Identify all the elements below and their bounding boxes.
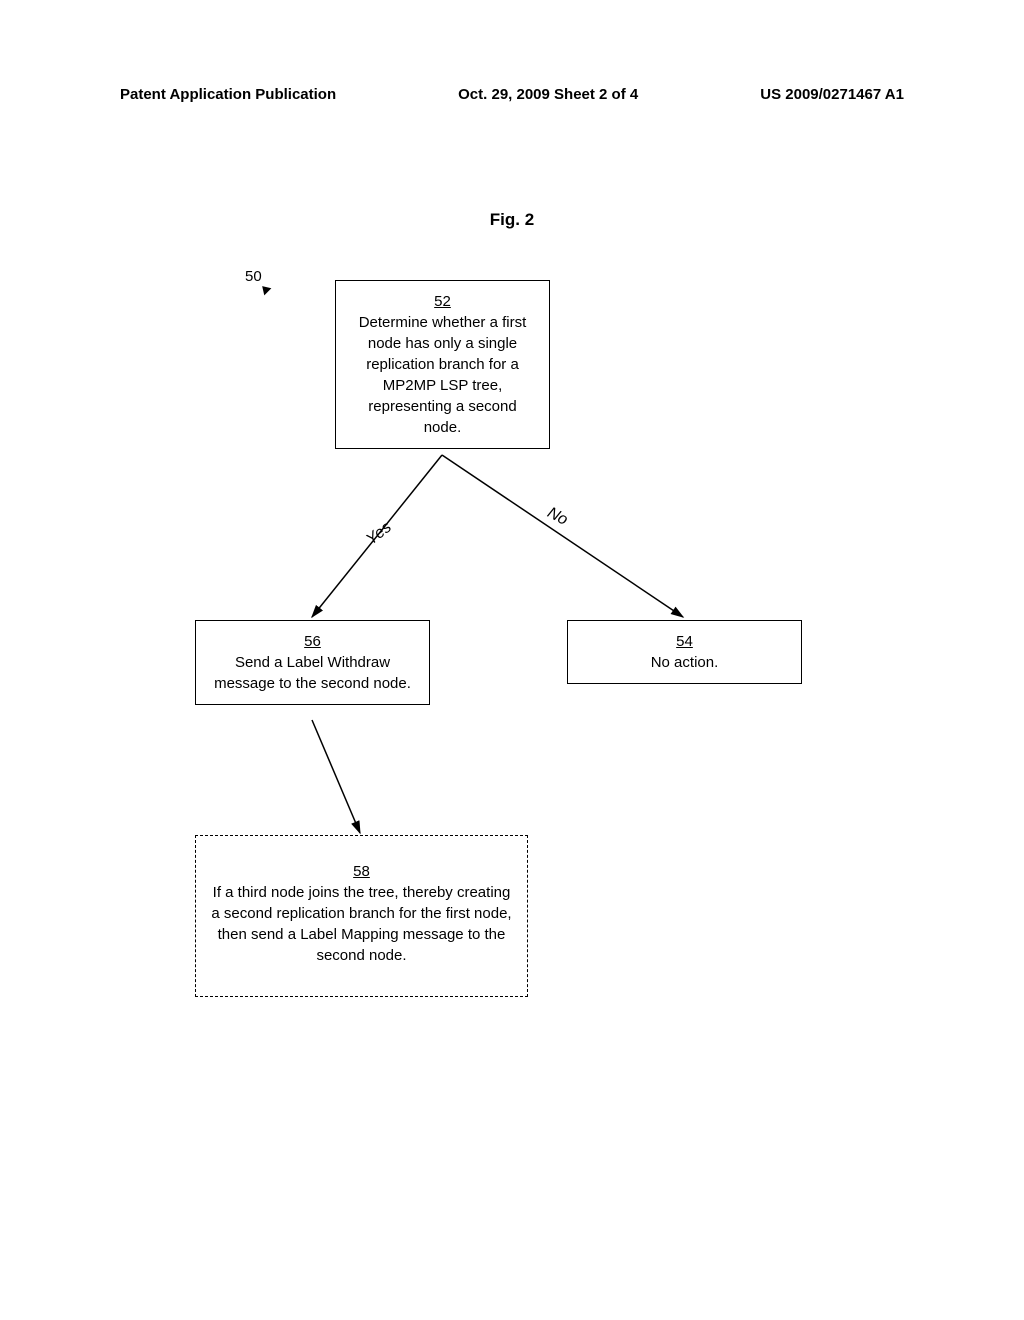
node-text: Send a Label Withdraw message to the sec… <box>211 652 414 694</box>
flowchart-node-52: 52 Determine whether a first node has on… <box>335 280 550 449</box>
page-header: Patent Application Publication Oct. 29, … <box>0 86 1024 103</box>
flowchart-node-54: 54 No action. <box>567 620 802 684</box>
node-id: 56 <box>211 631 414 652</box>
node-text: Determine whether a first node has only … <box>351 312 534 438</box>
header-left: Patent Application Publication <box>120 86 336 103</box>
edge-label-no: No <box>544 504 571 529</box>
node-text: If a third node joins the tree, thereby … <box>211 882 512 966</box>
figure-label: Fig. 2 <box>490 210 534 230</box>
header-center: Oct. 29, 2009 Sheet 2 of 4 <box>458 86 638 103</box>
diagram-number: 50 <box>245 268 262 285</box>
flowchart-node-58: 58 If a third node joins the tree, there… <box>195 835 528 997</box>
header-right: US 2009/0271467 A1 <box>760 86 904 103</box>
node-id: 58 <box>211 861 512 882</box>
node-id: 54 <box>583 631 786 652</box>
node-text: No action. <box>583 652 786 673</box>
flowchart-node-56: 56 Send a Label Withdraw message to the … <box>195 620 430 705</box>
node-id: 52 <box>351 291 534 312</box>
flowchart-diagram: 50 52 Determine whether a first node has… <box>0 260 1024 1110</box>
edge-label-yes: Yes <box>363 519 395 550</box>
